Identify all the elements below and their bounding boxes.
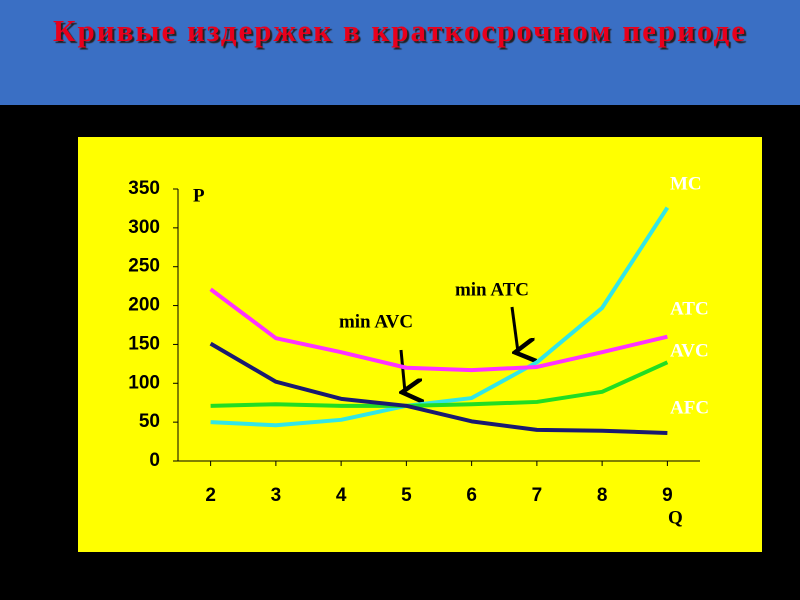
x-tick-label: 5 [401, 485, 412, 506]
slide-title: Кривые издержек в краткосрочном периоде [53, 13, 747, 48]
x-tick-label: 6 [466, 485, 477, 506]
series-label: AFC [670, 397, 709, 418]
series-line [210, 360, 669, 408]
x-tick-label: 7 [532, 485, 543, 506]
header-band [0, 0, 800, 105]
annotation: min ATC [455, 279, 529, 300]
series-line [210, 206, 670, 428]
x-tick-label: 2 [205, 485, 216, 506]
series-label: ATC [670, 298, 709, 319]
series-label: MC [670, 173, 702, 194]
y-tick-label: 200 [128, 295, 160, 316]
y-tick-label: 300 [128, 217, 160, 238]
plot-panel [78, 137, 762, 552]
y-tick-label: 100 [128, 372, 160, 393]
y-tick-label: 50 [139, 411, 160, 432]
x-axis-title: Q [668, 507, 683, 528]
y-tick-label: 0 [149, 450, 160, 471]
x-tick-label: 9 [662, 485, 673, 506]
annotation: min AVC [339, 311, 413, 332]
x-tick-label: 4 [336, 485, 347, 506]
y-axis-title: P [193, 185, 205, 206]
x-tick-label: 3 [271, 485, 282, 506]
series-line [209, 341, 668, 436]
y-tick-label: 150 [128, 333, 160, 354]
arrow [401, 349, 405, 392]
series-label: AVC [670, 340, 709, 361]
arrow [510, 306, 518, 352]
y-tick-label: 250 [128, 256, 160, 277]
x-tick-label: 8 [597, 485, 608, 506]
y-tick-label: 350 [128, 178, 160, 199]
series-line [209, 287, 668, 373]
